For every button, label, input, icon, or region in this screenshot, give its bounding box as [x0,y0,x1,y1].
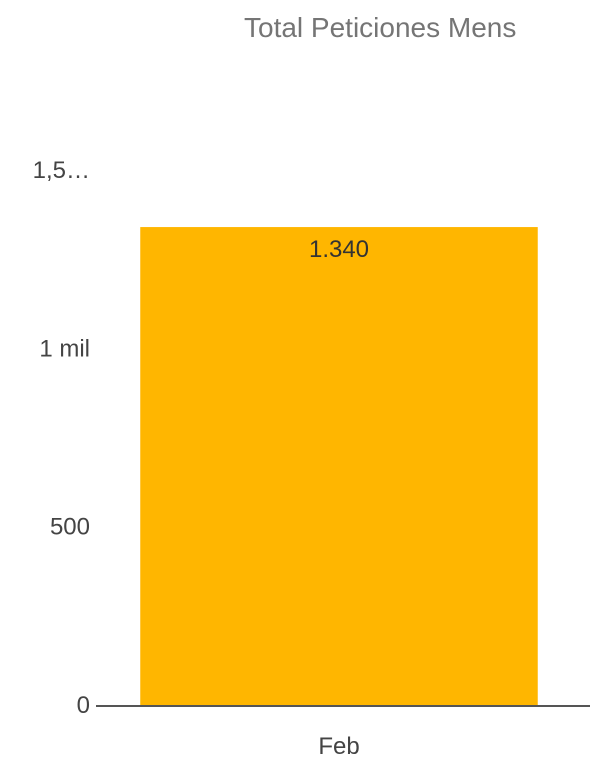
y-tick-label: 1,5… [33,157,90,184]
y-tick-label: 0 [77,692,90,719]
bar-value-label: 1.340 [309,236,369,263]
chart-title: Total Peticiones Mens [244,12,517,43]
y-axis: 0 500 1 mil 1,5… [33,157,90,719]
x-tick-label: Feb [318,733,359,760]
y-tick-label: 1 mil [39,335,90,362]
y-tick-label: 500 [50,514,90,541]
bar [140,227,538,706]
bars [140,227,538,706]
x-axis: Feb [318,733,359,760]
data-labels: 1.340 [309,236,369,263]
